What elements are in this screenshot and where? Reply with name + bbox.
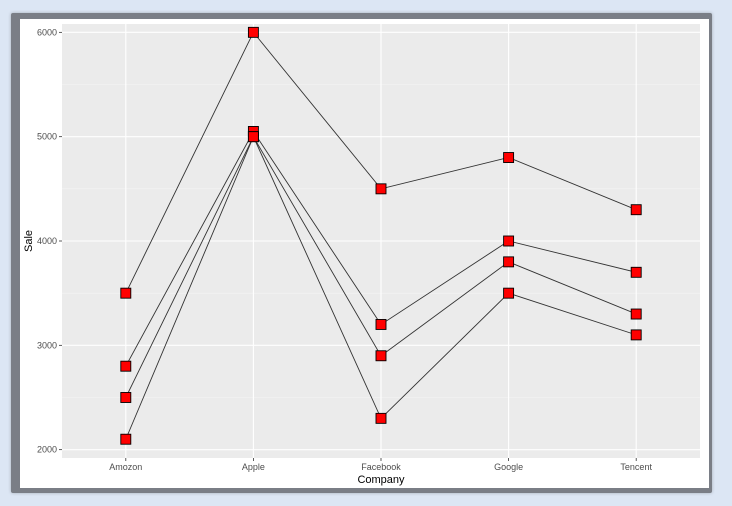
major-gridlines [62, 24, 700, 458]
data-point-marker [247, 131, 259, 143]
data-point-marker [375, 183, 387, 195]
y-tick-label: 6000 [37, 27, 57, 37]
data-markers [120, 26, 642, 445]
data-point-marker [630, 329, 642, 341]
line-chart: 2000 3000 4000 5000 6000 Amozon Apple Facebook… [23, 24, 700, 486]
data-point-marker [375, 319, 387, 330]
data-point-marker [503, 235, 515, 247]
data-point-marker [630, 204, 642, 216]
data-point-marker [247, 26, 259, 38]
data-point-marker [630, 266, 642, 278]
data-point-marker [630, 308, 642, 320]
x-tick-label: Google [494, 462, 523, 472]
x-tick-label: Facebook [361, 462, 401, 472]
x-tick-label: Amozon [109, 462, 142, 472]
y-axis-ticks: 2000 3000 4000 5000 6000 [37, 27, 62, 455]
data-point-marker [375, 350, 387, 362]
y-tick-label: 2000 [37, 445, 57, 455]
data-point-marker [120, 287, 132, 299]
y-axis-title: Sale [23, 230, 35, 252]
y-tick-label: 3000 [37, 340, 57, 350]
data-point-marker [503, 256, 515, 268]
data-point-marker [503, 287, 515, 299]
x-axis-title: Company [357, 474, 405, 486]
data-point-marker [503, 152, 515, 163]
x-tick-label: Apple [242, 462, 265, 472]
chart-canvas: 2000 3000 4000 5000 6000 Amozon Apple Facebook… [20, 19, 709, 488]
data-point-marker [120, 360, 132, 372]
data-point-marker [120, 433, 132, 445]
x-tick-label: Tencent [620, 462, 652, 472]
y-tick-label: 5000 [37, 132, 57, 142]
data-point-marker [375, 412, 387, 424]
y-tick-label: 4000 [37, 236, 57, 246]
data-point-marker [120, 392, 132, 403]
x-axis-ticks: Amozon Apple Facebook Google Tencent [109, 458, 652, 472]
